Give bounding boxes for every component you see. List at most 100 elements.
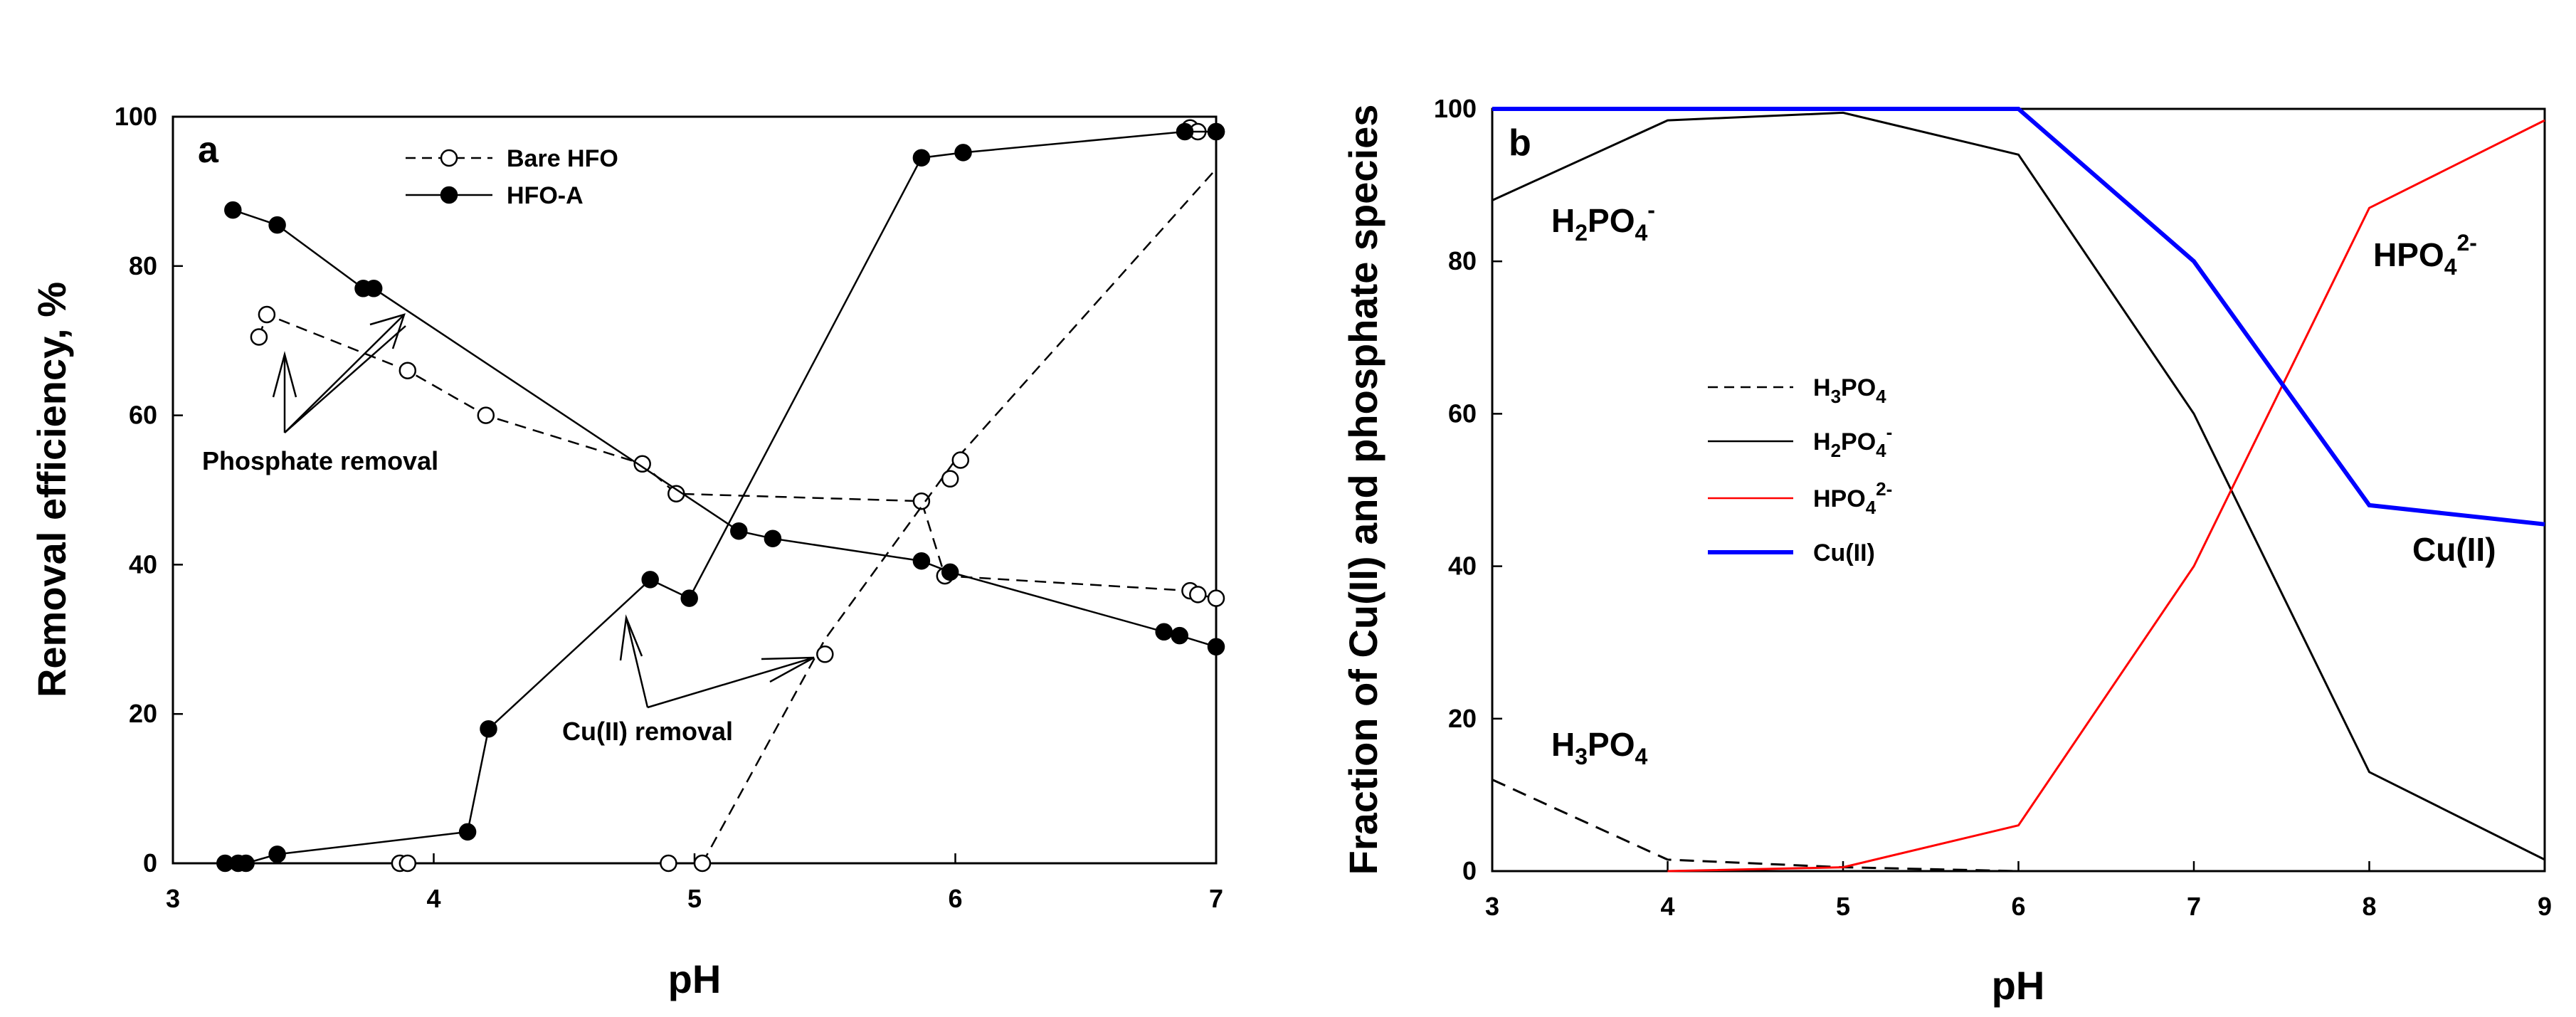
panel-a-series-2-cuii-bare-hfo-point bbox=[660, 854, 677, 873]
panel-a-letter: a bbox=[198, 130, 219, 171]
panel-b-y-tick-label: 20 bbox=[1448, 704, 1477, 733]
panel-b-x-axis-title: pH bbox=[1992, 963, 2045, 1008]
panel-b-series-h2po4--line bbox=[1492, 111, 2545, 861]
panel-a-series-1-phosphate-hfo-a-point bbox=[364, 280, 383, 297]
panel-b-x-tick-label: 6 bbox=[2011, 892, 2025, 921]
panel-a-series-3-cuii-hfo-a-line bbox=[225, 130, 1216, 865]
panel-a-marks bbox=[216, 119, 1225, 873]
panel-a-series-3-cuii-hfo-a-point bbox=[268, 845, 286, 863]
panel-a-series-1-phosphate-hfo-a-point bbox=[1171, 626, 1188, 645]
panel-a-y-tick-label: 80 bbox=[129, 251, 157, 280]
cu-arrow-left bbox=[625, 617, 649, 708]
phosphate-arrow-left-head bbox=[272, 351, 297, 398]
legend-h2po4-label: H2PO4- bbox=[1813, 421, 1892, 461]
cu-arrow-right-head bbox=[761, 656, 815, 683]
panel-a-series-1-phosphate-hfo-a-point bbox=[941, 563, 959, 581]
panel-a-series-0-phosphate-bare-hfo-point bbox=[1189, 586, 1207, 604]
panel-b-x-tick-label: 9 bbox=[2538, 892, 2552, 921]
legend-hpo4-label: HPO42- bbox=[1813, 478, 1892, 518]
panel-a-series-0-phosphate-bare-hfo-point bbox=[250, 328, 268, 346]
panel-a-y-tick-label: 40 bbox=[129, 549, 157, 579]
legend-hfo-a-label: HFO-A bbox=[507, 182, 584, 209]
panel-a-series-0-phosphate-bare-hfo-point bbox=[912, 492, 931, 510]
panel-b-x-tick-label: 8 bbox=[2362, 892, 2376, 921]
panel-a-series-2-cuii-bare-hfo-point bbox=[941, 470, 959, 488]
species-label-h3po4: H3PO4 bbox=[1551, 726, 1648, 769]
panel-a-series-3-cuii-hfo-a-point bbox=[1176, 122, 1194, 141]
panel-b-x-tick-label: 5 bbox=[1836, 892, 1850, 921]
phosphate-arrow-right bbox=[284, 314, 405, 433]
panel-a-x-tick-label: 7 bbox=[1209, 884, 1223, 913]
panel-a-series-2-cuii-bare-hfo-line bbox=[701, 168, 1217, 864]
panel-a-series-0-phosphate-bare-hfo-point bbox=[633, 455, 651, 473]
panel-b-x-tick-label: 3 bbox=[1485, 892, 1499, 921]
panel-a-series-1-phosphate-hfo-a-point bbox=[730, 522, 748, 540]
phosphate-arrow-right-head bbox=[369, 313, 406, 349]
panel-b-series-h3po4-line bbox=[1492, 779, 2019, 873]
panel-b-y-tick-label: 100 bbox=[1434, 94, 1477, 123]
panel-b-ticks: 3 4 5 6 7 8 9 0 20 40 60 80 100 bbox=[1434, 94, 2552, 921]
legend-cu-label: Cu(II) bbox=[1813, 539, 1875, 567]
species-label-cu: Cu(II) bbox=[2412, 531, 2496, 568]
panel-a-y-tick-label: 100 bbox=[115, 102, 157, 131]
panel-a-y-tick-label: 20 bbox=[129, 699, 157, 728]
panel-a-series-3-cuii-hfo-a-point bbox=[1207, 122, 1225, 141]
panel-a-x-tick-label: 3 bbox=[166, 884, 180, 913]
panel-a-series-3-cuii-hfo-a-point bbox=[480, 720, 497, 738]
panel-b-x-tick-label: 7 bbox=[2187, 892, 2201, 921]
legend-hfo-a-marker bbox=[440, 186, 458, 204]
panel-b-letter: b bbox=[1509, 122, 1531, 164]
panel-a-series-0-phosphate-bare-hfo-point bbox=[1207, 589, 1225, 607]
cu-removal-annotation: Cu(II) removal bbox=[562, 614, 815, 746]
panel-b-series-cu-ii--line bbox=[1492, 107, 2545, 527]
panel-a-series-1-phosphate-hfo-a-line bbox=[232, 209, 1217, 648]
panel-a-y-axis-title: Removal efficiency, % bbox=[29, 282, 74, 697]
panel-a-series-1-phosphate-hfo-a-point bbox=[1207, 638, 1225, 656]
panel-a-x-tick-label: 6 bbox=[948, 884, 962, 913]
phosphate-removal-annotation: Phosphate removal bbox=[202, 313, 438, 475]
panel-a-legend: Bare HFO HFO-A bbox=[406, 145, 618, 209]
panel-a-series-1-phosphate-hfo-a-point bbox=[764, 529, 782, 547]
phosphate-removal-label: Phosphate removal bbox=[202, 446, 438, 475]
panel-a-x-axis-title: pH bbox=[668, 957, 722, 1001]
panel-b-marks bbox=[1492, 107, 2545, 873]
panel-a-y-tick-label: 0 bbox=[143, 848, 157, 878]
panel-a-series-3-cuii-hfo-a-point bbox=[912, 149, 931, 167]
legend-bare-hfo-label: Bare HFO bbox=[507, 145, 618, 172]
cu-arrow-left-head bbox=[619, 614, 643, 661]
panel-b-legend: H3PO4 H2PO4- HPO42- Cu(II) bbox=[1708, 374, 1892, 567]
legend-h3po4-label: H3PO4 bbox=[1813, 374, 1886, 407]
cu-arrow-right bbox=[647, 656, 815, 709]
panel-a-series-2-cuii-bare-hfo-point bbox=[398, 854, 417, 873]
panel-b-y-tick-label: 0 bbox=[1462, 856, 1477, 885]
phosphate-arrow-mid bbox=[284, 325, 406, 433]
panel-b-x-tick-label: 4 bbox=[1660, 892, 1674, 921]
panel-b-y-tick-label: 40 bbox=[1448, 552, 1477, 581]
panel-b-y-tick-label: 60 bbox=[1448, 399, 1477, 428]
panel-b: 3 4 5 6 7 8 9 0 20 40 60 80 100 b pH Fraction of Cu(… bbox=[1341, 94, 2552, 1008]
panel-a-series-2-cuii-bare-hfo-point bbox=[693, 854, 712, 873]
panel-a-series-1-phosphate-hfo-a-point bbox=[912, 552, 931, 570]
panel-b-y-axis-title: Fraction of Cu(II) and phosphate species bbox=[1341, 105, 1385, 875]
panel-a-y-tick-label: 60 bbox=[129, 401, 157, 430]
panel-b-plot-frame bbox=[1491, 107, 2546, 873]
species-label-h2po4: H2PO4- bbox=[1551, 197, 1655, 246]
panel-a-series-2-cuii-bare-hfo-point bbox=[816, 645, 834, 663]
panel-a-plot-frame bbox=[171, 115, 1218, 865]
panel-a-series-3-cuii-hfo-a-point bbox=[954, 144, 972, 162]
panel-b-series-hpo42--line bbox=[1667, 119, 2545, 873]
panel-a-series-0-phosphate-bare-hfo-point bbox=[398, 362, 417, 379]
panel-a-x-tick-label: 4 bbox=[426, 884, 440, 913]
panel-a-series-0-phosphate-bare-hfo-point bbox=[258, 305, 276, 324]
panel-a-series-3-cuii-hfo-a-point bbox=[458, 823, 477, 841]
cu-removal-label: Cu(II) removal bbox=[562, 717, 733, 746]
panel-a-series-2-cuii-bare-hfo-point bbox=[951, 451, 970, 469]
panel-a: 3 4 5 6 7 0 20 40 60 80 100 a pH Removal efficienc… bbox=[29, 102, 1225, 1001]
panel-a-ticks: 3 4 5 6 7 0 20 40 60 80 100 bbox=[115, 102, 1223, 913]
panel-a-series-1-phosphate-hfo-a-point bbox=[1155, 623, 1173, 641]
panel-a-series-3-cuii-hfo-a-point bbox=[680, 589, 698, 607]
legend-bare-hfo-marker bbox=[440, 149, 458, 167]
panel-a-series-1-phosphate-hfo-a-point bbox=[268, 216, 286, 234]
panel-a-series-3-cuii-hfo-a-point bbox=[641, 571, 659, 589]
